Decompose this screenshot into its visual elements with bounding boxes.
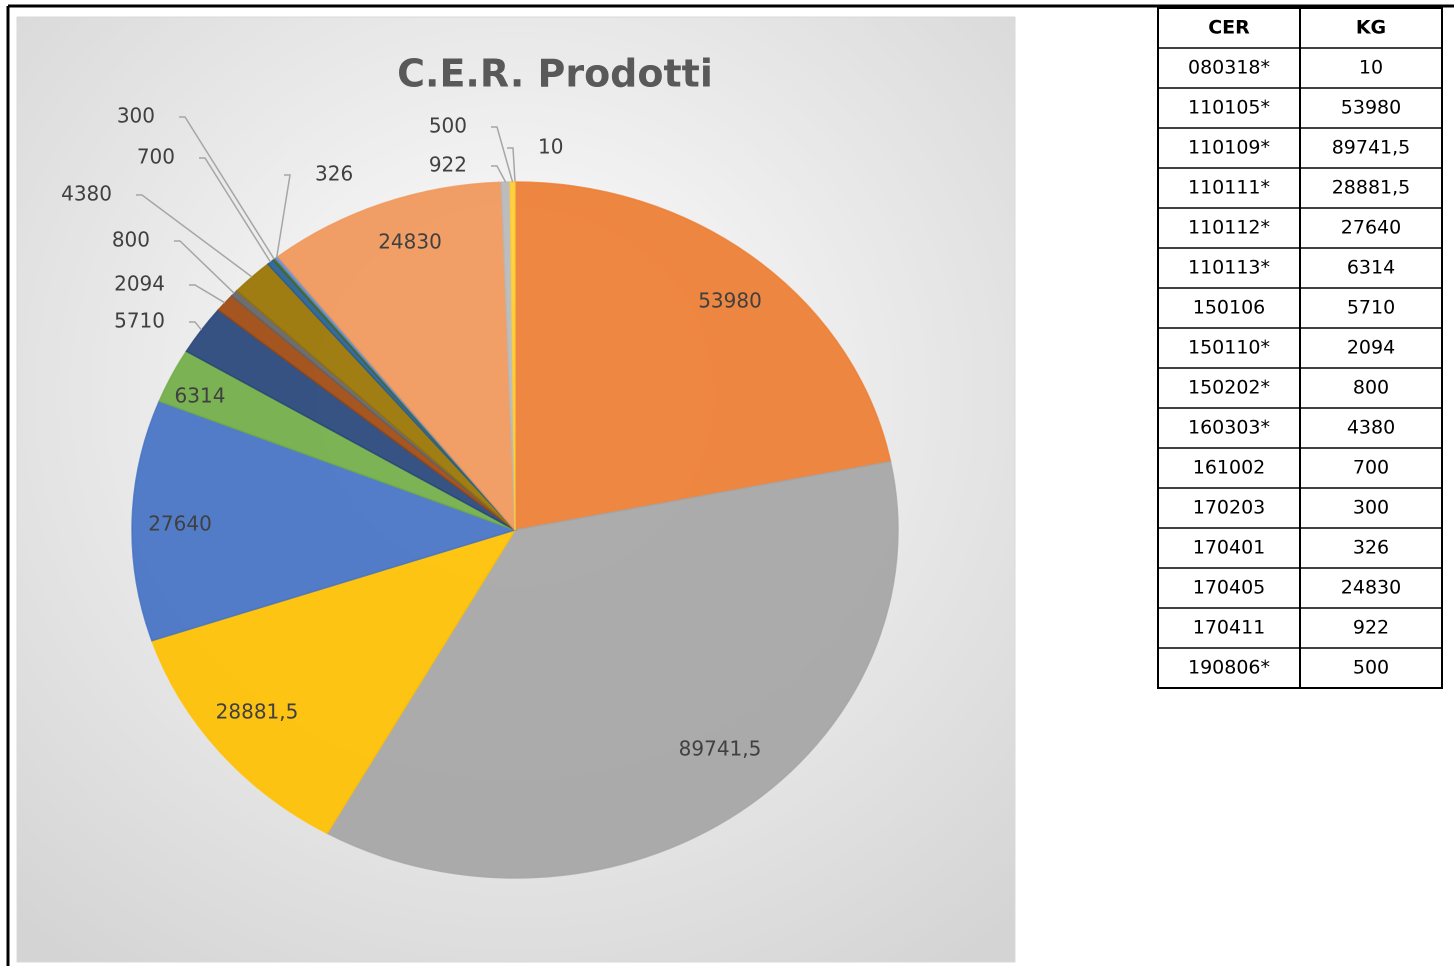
table-cell: 150110* xyxy=(1188,337,1270,359)
table-cell: 10 xyxy=(1359,57,1383,79)
table-cell: 161002 xyxy=(1193,457,1266,479)
table-cell: 170411 xyxy=(1193,617,1266,639)
table: CER KG 080318* 10 110105* 53980 110109* 89741,5… xyxy=(1157,7,1443,689)
table-cell: 150202* xyxy=(1188,377,1270,399)
leader-line xyxy=(491,126,514,183)
pie: 10 53980 89741,5 28881,5 27640 6314 5710 2094 80… xyxy=(61,104,899,879)
data-label: 28881,5 xyxy=(216,700,299,724)
leader-line xyxy=(199,157,272,263)
data-label: 27640 xyxy=(148,512,212,536)
table-cell: 326 xyxy=(1353,537,1389,559)
chart-title: C.E.R. Prodotti xyxy=(397,52,713,96)
table-cell: 170203 xyxy=(1193,497,1266,519)
pie-slice xyxy=(326,460,899,879)
table-header: CER xyxy=(1208,17,1250,39)
pie-slice xyxy=(150,528,517,835)
data-label: 53980 xyxy=(698,289,762,313)
table-cell: 170405 xyxy=(1193,577,1266,599)
table-cell: 110111* xyxy=(1188,177,1270,199)
data-label: 800 xyxy=(112,228,150,252)
data-label: 24830 xyxy=(378,230,442,254)
pie-slice xyxy=(131,400,518,642)
leader-line xyxy=(491,165,507,183)
table-cell: 53980 xyxy=(1341,97,1401,119)
table-cell: 28881,5 xyxy=(1332,177,1411,199)
table-cell: 24830 xyxy=(1341,577,1401,599)
table-cell: 150106 xyxy=(1193,297,1266,319)
pie-slice xyxy=(514,181,892,531)
data-label: 300 xyxy=(117,104,155,128)
table-cell: 170401 xyxy=(1193,537,1266,559)
leader-line xyxy=(189,321,203,331)
data-label: 326 xyxy=(315,162,353,186)
data-label: 10 xyxy=(538,135,563,159)
table-cell: 27640 xyxy=(1341,217,1401,239)
data-label: 6314 xyxy=(175,384,226,408)
table-cell: 4380 xyxy=(1347,417,1395,439)
table-header: KG xyxy=(1356,17,1386,39)
table-cell: 700 xyxy=(1353,457,1389,479)
leader-line xyxy=(179,116,275,260)
leader-line xyxy=(189,284,226,304)
leader-line xyxy=(136,194,253,278)
data-label: 922 xyxy=(429,153,467,177)
leader-line xyxy=(275,174,291,258)
leader-line xyxy=(174,240,235,294)
table-cell: 160303* xyxy=(1188,417,1270,439)
table-cell: 5710 xyxy=(1347,297,1395,319)
table-cell: 500 xyxy=(1353,657,1389,679)
pie-slice xyxy=(276,181,516,533)
data-label: 2094 xyxy=(114,272,165,296)
table-cell: 300 xyxy=(1353,497,1389,519)
table-cell: 110109* xyxy=(1188,137,1270,159)
table-cell: 110112* xyxy=(1188,217,1270,239)
table-cell: 800 xyxy=(1353,377,1389,399)
table-cell: 922 xyxy=(1353,617,1389,639)
table-cell: 110113* xyxy=(1188,257,1270,279)
table-cell: 190806* xyxy=(1188,657,1270,679)
data-label: 700 xyxy=(137,145,175,169)
table-cell: 2094 xyxy=(1347,337,1395,359)
data-label: 4380 xyxy=(61,182,112,206)
table-cell: 080318* xyxy=(1188,57,1270,79)
table-cell: 6314 xyxy=(1347,257,1395,279)
data-label: 5710 xyxy=(114,309,165,333)
data-label: 500 xyxy=(429,114,467,138)
leader-line xyxy=(507,147,516,183)
table-cell: 89741,5 xyxy=(1332,137,1411,159)
table-cell: 110105* xyxy=(1188,97,1270,119)
data-label: 89741,5 xyxy=(679,737,762,761)
